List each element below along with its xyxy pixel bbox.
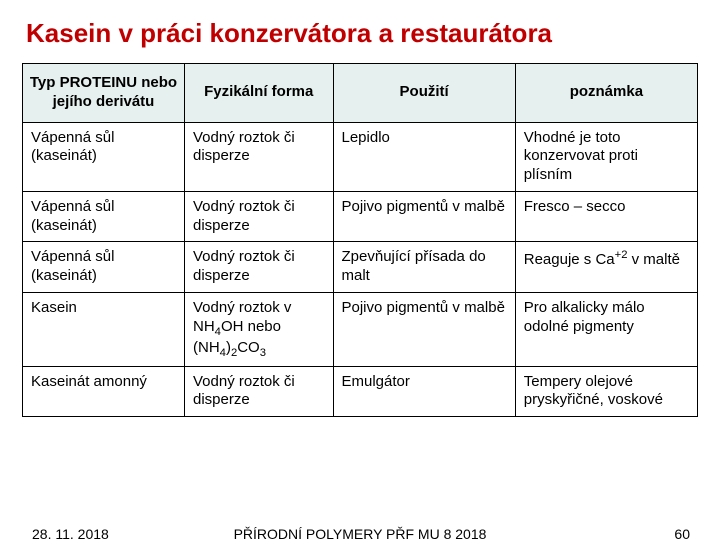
cell-type: Kaseinát amonný: [23, 366, 185, 417]
cell-use: Zpevňující přísada do malt: [333, 242, 515, 293]
cell-note: Pro alkalicky málo odolné pigmenty: [515, 292, 697, 366]
cell-note: Fresco – secco: [515, 191, 697, 242]
table-header-row: Typ PROTEINU nebo jejího derivátu Fyziká…: [23, 64, 698, 123]
cell-use: Pojivo pigmentů v malbě: [333, 292, 515, 366]
table-row: Vápenná sůl (kaseinát) Vodný roztok či d…: [23, 191, 698, 242]
table-row: Kaseinát amonný Vodný roztok či disperze…: [23, 366, 698, 417]
cell-form: Vodný roztok či disperze: [185, 122, 334, 191]
cell-form: Vodný roztok v NH4OH nebo (NH4)2CO3: [185, 292, 334, 366]
cell-note: Tempery olejové pryskyřičné, voskové: [515, 366, 697, 417]
cell-use: Lepidlo: [333, 122, 515, 191]
table-row: Vápenná sůl (kaseinát) Vodný roztok či d…: [23, 242, 698, 293]
cell-type: Vápenná sůl (kaseinát): [23, 191, 185, 242]
table-row: Vápenná sůl (kaseinát) Vodný roztok či d…: [23, 122, 698, 191]
cell-use: Emulgátor: [333, 366, 515, 417]
cell-type: Vápenná sůl (kaseinát): [23, 242, 185, 293]
cell-form: Vodný roztok či disperze: [185, 366, 334, 417]
cell-type: Vápenná sůl (kaseinát): [23, 122, 185, 191]
cell-form: Vodný roztok či disperze: [185, 242, 334, 293]
protein-table: Typ PROTEINU nebo jejího derivátu Fyziká…: [22, 63, 698, 417]
cell-type: Kasein: [23, 292, 185, 366]
col-header-form: Fyzikální forma: [185, 64, 334, 123]
col-header-use: Použití: [333, 64, 515, 123]
col-header-type: Typ PROTEINU nebo jejího derivátu: [23, 64, 185, 123]
col-header-note: poznámka: [515, 64, 697, 123]
cell-form: Vodný roztok či disperze: [185, 191, 334, 242]
cell-note: Vhodné je toto konzervovat proti plísním: [515, 122, 697, 191]
cell-note: Reaguje s Ca+2 v maltě: [515, 242, 697, 293]
cell-use: Pojivo pigmentů v malbě: [333, 191, 515, 242]
slide-title: Kasein v práci konzervátora a restauráto…: [26, 18, 698, 49]
table-row: Kasein Vodný roztok v NH4OH nebo (NH4)2C…: [23, 292, 698, 366]
